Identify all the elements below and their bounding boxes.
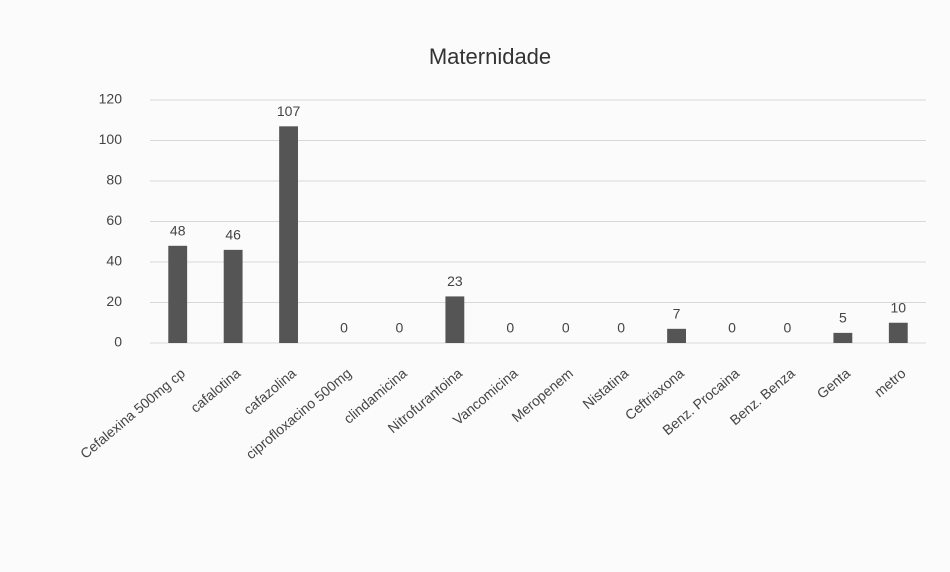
data-label: 0 xyxy=(506,320,514,336)
data-label: 7 xyxy=(673,306,681,322)
data-label: 0 xyxy=(340,320,348,336)
y-tick-label: 80 xyxy=(106,172,122,188)
data-label: 0 xyxy=(784,320,792,336)
y-tick-label: 60 xyxy=(106,212,122,228)
data-label: 23 xyxy=(447,273,463,289)
y-tick-label: 40 xyxy=(106,253,122,269)
bar xyxy=(667,328,686,343)
data-label: 0 xyxy=(562,320,570,336)
data-label: 0 xyxy=(617,320,625,336)
data-label: 10 xyxy=(890,299,906,315)
bar xyxy=(223,249,243,343)
y-tick-label: 0 xyxy=(114,334,122,350)
data-label: 46 xyxy=(225,227,241,243)
data-label: 48 xyxy=(170,223,186,239)
y-tick-label: 20 xyxy=(106,293,122,309)
bar xyxy=(445,296,465,343)
y-tick-label: 120 xyxy=(99,91,123,107)
chart-title: Maternidade xyxy=(429,44,551,69)
bar xyxy=(833,332,853,343)
y-tick-label: 100 xyxy=(99,131,123,147)
data-label: 0 xyxy=(396,320,404,336)
bar xyxy=(888,322,908,343)
bar xyxy=(168,245,188,343)
data-label: 107 xyxy=(277,103,301,119)
data-label: 0 xyxy=(728,320,736,336)
data-label: 5 xyxy=(839,310,847,326)
bar xyxy=(279,126,298,343)
